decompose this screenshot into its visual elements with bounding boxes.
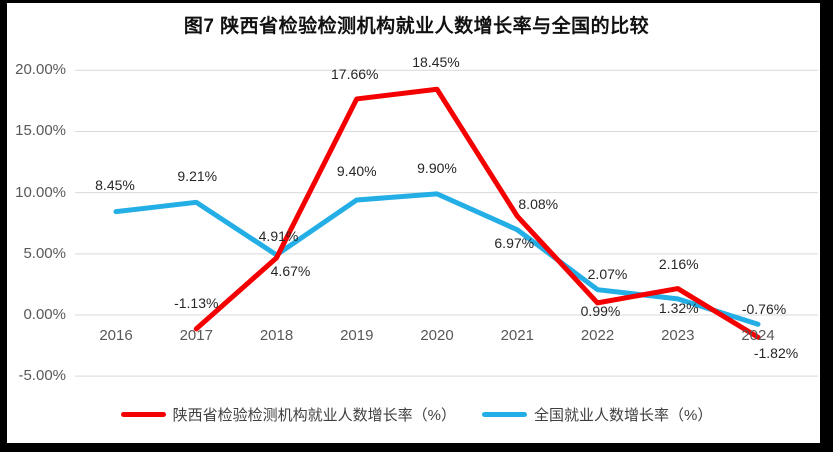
data-label: -1.13% — [174, 294, 219, 311]
data-label: 18.45% — [412, 54, 460, 71]
chart-legend: 陕西省检验检测机构就业人数增长率（%） 全国就业人数增长率（%） — [0, 402, 833, 426]
screenshot-border-top — [0, 0, 833, 3]
legend-item: 陕西省检验检测机构就业人数增长率（%） — [120, 404, 456, 425]
data-label: 4.67% — [270, 262, 311, 279]
y-axis-tick-label: 0.00% — [23, 306, 66, 323]
data-label: 9.40% — [336, 162, 377, 179]
legend-line-swatch — [482, 411, 527, 417]
chart-title: 图7 陕西省检验检测机构就业人数增长率与全国的比较 — [183, 16, 650, 37]
x-axis-category-label: 2024 — [741, 327, 775, 344]
series-line — [193, 86, 761, 340]
legend-label: 陕西省检验检测机构就业人数增长率（%） — [172, 406, 456, 424]
data-label: 6.97% — [494, 234, 535, 251]
screenshot-border-left — [0, 0, 7, 452]
x-axis-category-label: 2022 — [580, 327, 615, 344]
x-axis-category-label: 2019 — [340, 327, 374, 344]
data-label: 17.66% — [331, 65, 379, 82]
data-label: 2.16% — [658, 255, 699, 272]
y-axis-tick-label: -5.00% — [18, 367, 66, 385]
data-label: 9.21% — [177, 168, 218, 185]
x-axis-category-label: 2021 — [500, 327, 534, 344]
legend-item: 全国就业人数增长率（%） — [482, 404, 712, 425]
legend-label: 全国就业人数增长率（%） — [534, 406, 713, 424]
data-label: -1.82% — [753, 345, 799, 362]
data-label: 8.45% — [95, 176, 135, 193]
x-axis-category-label: 2018 — [259, 327, 294, 344]
data-label: 4.91% — [258, 227, 299, 244]
screenshot-border-bottom — [0, 443, 833, 452]
x-axis-category-label: 2016 — [99, 327, 133, 344]
data-label: 1.32% — [658, 299, 699, 316]
x-axis-category-label: 2017 — [179, 327, 213, 344]
data-label: 9.90% — [417, 159, 457, 176]
data-label: -0.76% — [741, 301, 787, 318]
y-axis-tick-label: 10.00% — [15, 183, 66, 201]
data-label: 0.99% — [580, 302, 621, 319]
legend-line-swatch — [120, 411, 166, 417]
y-axis-tick-label: 20.00% — [15, 61, 66, 79]
x-axis-category-label: 2020 — [420, 327, 454, 344]
data-label: 8.08% — [518, 196, 559, 213]
y-axis-tick-label: 5.00% — [23, 244, 66, 262]
y-axis-tick-label: 15.00% — [15, 122, 66, 140]
x-axis-category-label: 2023 — [661, 327, 695, 344]
screenshot-border-right — [820, 0, 833, 452]
data-label: 2.07% — [587, 265, 628, 282]
